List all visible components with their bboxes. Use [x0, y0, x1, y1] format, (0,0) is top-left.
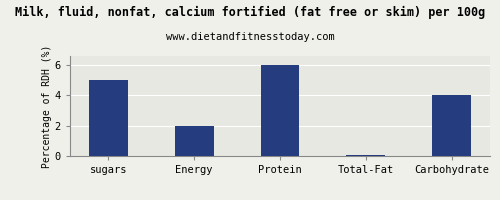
Bar: [175, 126, 214, 156]
Bar: [89, 80, 128, 156]
Text: www.dietandfitnesstoday.com: www.dietandfitnesstoday.com: [166, 32, 334, 42]
Bar: [346, 155, 385, 156]
Bar: [260, 65, 300, 156]
Bar: [432, 95, 471, 156]
Text: Milk, fluid, nonfat, calcium fortified (fat free or skim) per 100g: Milk, fluid, nonfat, calcium fortified (…: [15, 6, 485, 19]
Y-axis label: Percentage of RDH (%): Percentage of RDH (%): [42, 44, 52, 168]
